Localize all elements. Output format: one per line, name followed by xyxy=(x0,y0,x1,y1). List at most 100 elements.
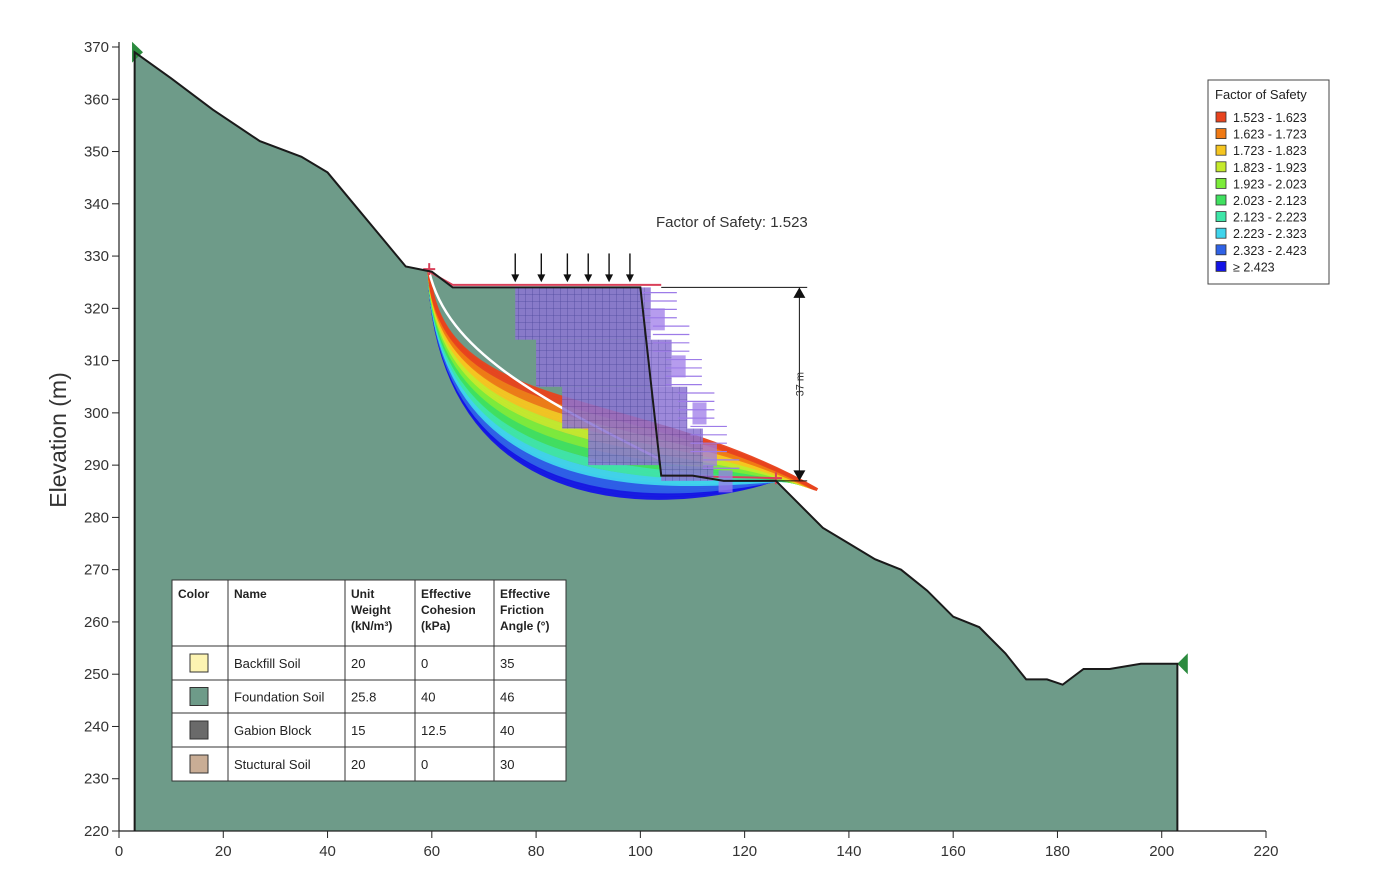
legend-entry-label: 1.923 - 2.023 xyxy=(1233,177,1307,191)
legend-swatch xyxy=(1215,144,1227,156)
table-header: Friction xyxy=(500,603,544,617)
table-header: Weight xyxy=(351,603,391,617)
legend-entry-label: 1.523 - 1.623 xyxy=(1233,111,1307,125)
material-color-swatch xyxy=(189,720,209,740)
table-header: (kN/m³) xyxy=(351,619,392,633)
y-axis-label: Elevation (m) xyxy=(45,372,71,507)
y-tick-label: 360 xyxy=(84,91,109,108)
table-cell: 12.5 xyxy=(421,723,446,738)
gabion-block xyxy=(515,287,651,340)
y-tick-label: 350 xyxy=(84,144,109,161)
y-tick-label: 260 xyxy=(84,614,109,631)
table-cell: 20 xyxy=(351,656,365,671)
dimension-arrow-bottom xyxy=(793,470,806,481)
materials-table: Color Name Unit Weight (kN/m³) Effective Cohes… xyxy=(171,579,567,782)
load-arrow-head xyxy=(605,274,614,283)
factor-of-safety-annotation: Factor of Safety: 1.523 xyxy=(656,214,808,231)
factor-of-safety-legend: Factor of Safety 1.523 - 1.623 1.623 - 1.… xyxy=(1207,79,1330,285)
x-tick-label: 180 xyxy=(1045,843,1070,860)
legend-entry-label: 2.323 - 2.423 xyxy=(1233,244,1307,258)
x-tick-label: 100 xyxy=(628,843,653,860)
load-arrow-head xyxy=(584,274,593,283)
y-tick-label: 300 xyxy=(84,405,109,422)
table-cell: Stuctural Soil xyxy=(234,757,311,772)
x-tick-label: 220 xyxy=(1253,843,1278,860)
legend-swatch xyxy=(1215,211,1227,223)
legend-entry-label: 2.223 - 2.323 xyxy=(1233,227,1307,241)
x-tick-label: 140 xyxy=(836,843,861,860)
entry-line xyxy=(428,270,662,286)
table-cell: 35 xyxy=(500,656,514,671)
legend-entry-label: 1.623 - 1.723 xyxy=(1233,128,1307,142)
load-arrow-head xyxy=(563,274,572,283)
gabion-block xyxy=(562,386,688,429)
table-header: Unit xyxy=(351,587,374,601)
legend-swatch xyxy=(1215,227,1227,239)
table-cell: 0 xyxy=(421,757,428,772)
y-tick-label: 230 xyxy=(84,771,109,788)
table-cell: Foundation Soil xyxy=(234,690,324,705)
legend-swatch xyxy=(1215,128,1227,140)
table-header: (kPa) xyxy=(421,619,450,633)
table-cell: 20 xyxy=(351,757,365,772)
gabion-block xyxy=(588,428,703,466)
legend-title: Factor of Safety xyxy=(1215,87,1307,102)
legend-entry-label: 2.123 - 2.223 xyxy=(1233,211,1307,225)
x-tick-label: 80 xyxy=(528,843,545,860)
wall-face-block xyxy=(692,402,707,425)
table-header: Color xyxy=(178,587,210,601)
x-tick-label: 160 xyxy=(941,843,966,860)
table-cell: 0 xyxy=(421,656,428,671)
table-cell: 25.8 xyxy=(351,690,376,705)
legend-swatch xyxy=(1215,260,1227,272)
y-tick-label: 220 xyxy=(84,823,109,840)
y-tick-label: 270 xyxy=(84,562,109,579)
table-cell: 46 xyxy=(500,690,514,705)
table-cell: Backfill Soil xyxy=(234,656,301,671)
x-tick-label: 0 xyxy=(115,843,123,860)
load-arrow-head xyxy=(625,274,634,283)
slip-limit-marker xyxy=(423,263,436,276)
x-tick-label: 200 xyxy=(1149,843,1174,860)
y-tick-label: 240 xyxy=(84,718,109,735)
material-color-swatch xyxy=(189,653,209,673)
legend-entry-label: 1.723 - 1.823 xyxy=(1233,144,1307,158)
wall-face-block xyxy=(702,444,717,467)
y-tick-label: 280 xyxy=(84,509,109,526)
table-cell: 30 xyxy=(500,757,514,772)
material-color-swatch xyxy=(189,687,209,706)
legend-entry-label: ≥ 2.423 xyxy=(1233,260,1275,274)
x-tick-label: 60 xyxy=(423,843,440,860)
y-tick-label: 330 xyxy=(84,248,109,265)
legend-swatch xyxy=(1215,177,1227,189)
legend-swatch xyxy=(1215,244,1227,256)
dimension-arrow-top xyxy=(793,287,806,298)
x-tick-label: 120 xyxy=(732,843,757,860)
legend-entry-label: 1.823 - 1.923 xyxy=(1233,161,1307,175)
wall-height-label: 37 m xyxy=(794,372,806,396)
load-arrow-head xyxy=(511,274,520,283)
wall-face-block xyxy=(671,355,686,378)
y-tick-label: 370 xyxy=(84,39,109,56)
table-header: Angle (°) xyxy=(500,619,549,633)
table-cell: 15 xyxy=(351,723,365,738)
surcharge-load-arrows xyxy=(511,253,634,283)
slip-surface xyxy=(427,271,819,492)
table-header: Cohesion xyxy=(421,603,476,617)
wall-height-dimension: 37 m xyxy=(661,286,808,482)
right-boundary-marker xyxy=(1177,653,1188,675)
table-header: Name xyxy=(234,587,267,601)
wall-face-block xyxy=(650,308,665,331)
axes: 0 20 40 60 80 100 120 140 160 180 200 2202202302402… xyxy=(84,39,1279,860)
table-header: Effective xyxy=(421,587,471,601)
legend-swatch xyxy=(1215,194,1227,206)
x-tick-label: 40 xyxy=(319,843,336,860)
legend-entry-label: 2.023 - 2.123 xyxy=(1233,194,1307,208)
legend-swatch xyxy=(1215,111,1227,123)
y-tick-label: 310 xyxy=(84,353,109,370)
x-tick-label: 20 xyxy=(215,843,232,860)
y-tick-label: 250 xyxy=(84,666,109,683)
table-cell: 40 xyxy=(500,723,514,738)
y-tick-label: 290 xyxy=(84,457,109,474)
